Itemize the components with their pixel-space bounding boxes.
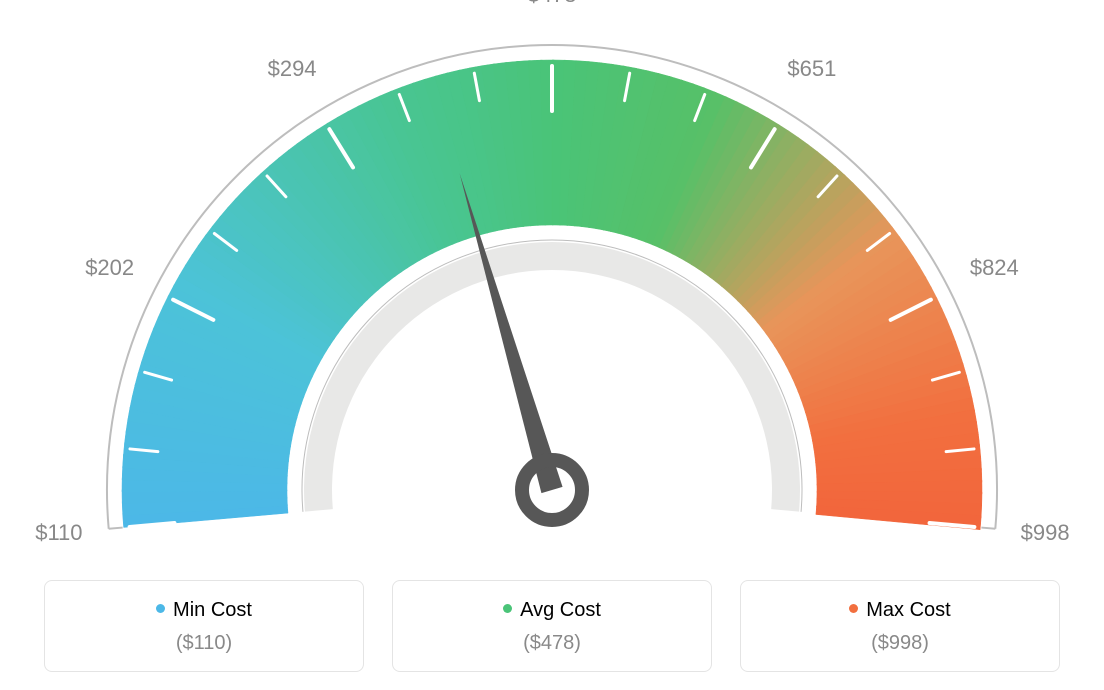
legend-title-max-text: Max Cost: [866, 599, 950, 621]
gauge-tick-label: $294: [268, 56, 317, 82]
gauge-tick-label: $202: [85, 255, 134, 281]
gauge-tick-label: $478: [528, 0, 577, 8]
dot-min: [156, 604, 165, 613]
legend-value-min: ($110): [45, 632, 363, 655]
legend-card-max: Max Cost ($998): [740, 580, 1060, 672]
legend-title-avg: Avg Cost: [393, 599, 711, 622]
gauge-tick-label: $651: [787, 56, 836, 82]
gauge-svg: [0, 0, 1104, 560]
legend-title-avg-text: Avg Cost: [520, 599, 601, 621]
gauge-tick-label: $824: [970, 255, 1019, 281]
legend-title-min: Min Cost: [45, 599, 363, 622]
legend-value-avg: ($478): [393, 632, 711, 655]
legend-title-min-text: Min Cost: [173, 599, 252, 621]
gauge-tick-label: $998: [1021, 520, 1070, 546]
legend-value-max: ($998): [741, 632, 1059, 655]
dot-avg: [503, 604, 512, 613]
dot-max: [849, 604, 858, 613]
legend-title-max: Max Cost: [741, 599, 1059, 622]
legend-card-avg: Avg Cost ($478): [392, 580, 712, 672]
gauge-tick-label: $110: [35, 520, 82, 546]
legend-row: Min Cost ($110) Avg Cost ($478) Max Cost…: [0, 580, 1104, 672]
gauge-container: $110 $202 $294 $478 $651 $824 $998: [0, 0, 1104, 560]
legend-card-min: Min Cost ($110): [44, 580, 364, 672]
